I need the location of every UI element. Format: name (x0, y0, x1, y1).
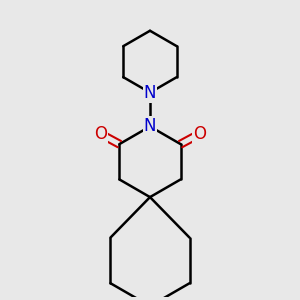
Text: O: O (193, 125, 206, 143)
Text: N: N (144, 117, 156, 135)
Text: N: N (144, 84, 156, 102)
Text: O: O (94, 125, 107, 143)
